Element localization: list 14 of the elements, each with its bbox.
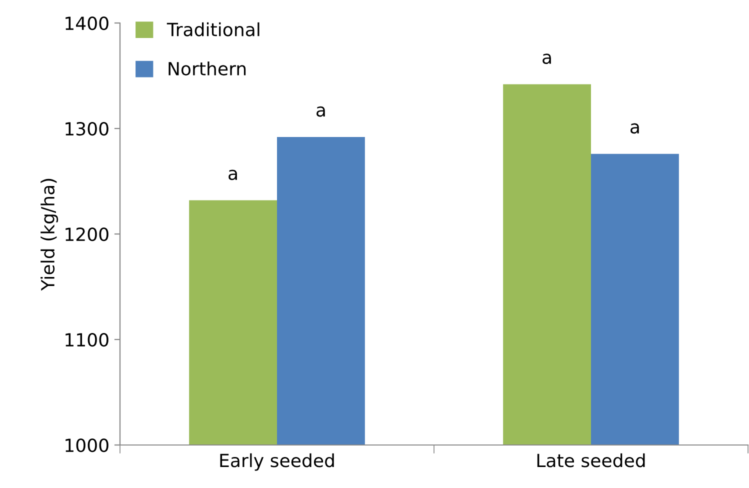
x-tick-label: Late seeded [537, 453, 645, 468]
legend-label: Traditional [166, 22, 260, 36]
y-axis-title: Yield (kg/ha) [40, 178, 58, 291]
data-label: a [630, 123, 639, 134]
y-tick-label: 1400 [66, 16, 108, 30]
legend-label: Northern [168, 62, 246, 76]
y-tick-label: 1200 [66, 227, 108, 242]
data-label: a [316, 106, 325, 117]
y-tick-label: 1000 [66, 438, 108, 452]
y-tick-label: 1100 [66, 332, 108, 347]
data-label: a [228, 170, 237, 180]
x-tick-label: Early seeded [220, 453, 334, 471]
data-label: a [542, 54, 551, 64]
y-tick-label: 1300 [66, 122, 108, 136]
